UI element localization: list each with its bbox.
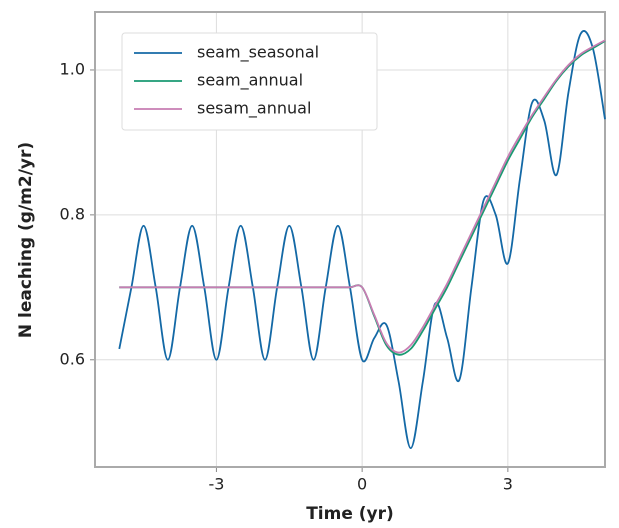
x-axis-title: Time (yr)	[306, 504, 394, 524]
legend-label: sesam_annual	[197, 99, 311, 119]
legend-label: seam_annual	[197, 71, 303, 91]
y-tick-label: 0.8	[60, 204, 85, 223]
legend-box	[121, 32, 378, 131]
y-tick-label: 0.6	[60, 349, 85, 368]
x-tick-label: -3	[208, 475, 224, 494]
legend-label: seam_seasonal	[197, 43, 319, 63]
y-tick-label: 1.0	[60, 59, 85, 78]
x-tick-label: 3	[503, 475, 513, 494]
x-tick-label: 0	[357, 475, 367, 494]
series-line	[119, 39, 606, 354]
y-axis-title: N leaching (g/m2/yr)	[16, 142, 36, 338]
series-line	[118, 30, 606, 450]
plot-frame	[94, 11, 606, 468]
